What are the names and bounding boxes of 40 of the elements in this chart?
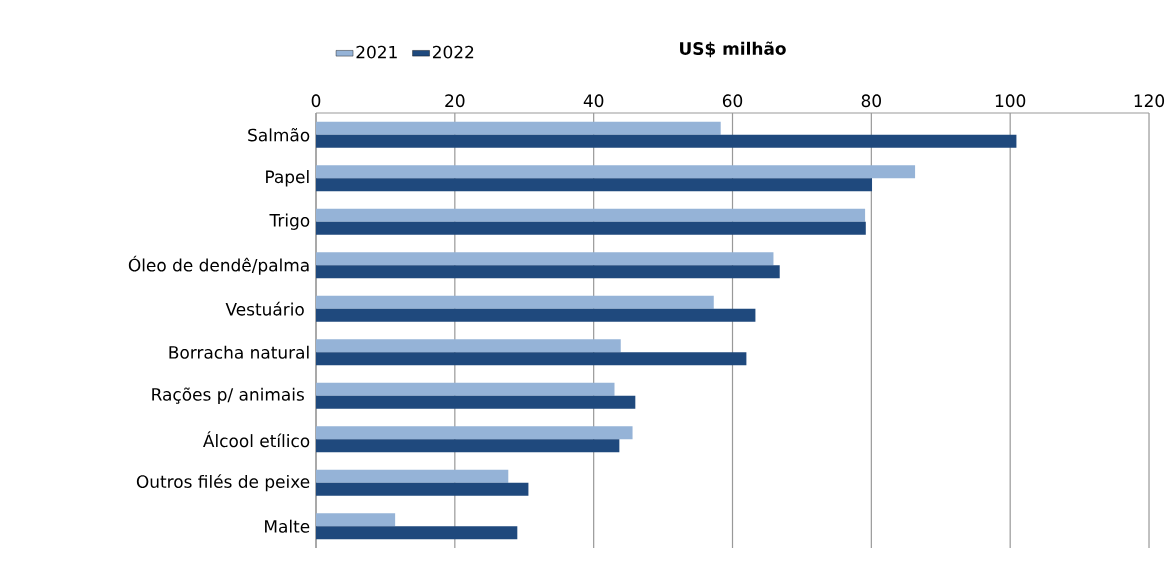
bar bbox=[316, 221, 866, 235]
y-tick-label: Borracha natural bbox=[169, 345, 309, 359]
y-tick-label: Óleo de dendê/palma bbox=[128, 255, 309, 275]
bar bbox=[316, 395, 636, 409]
bar bbox=[316, 426, 633, 440]
bar bbox=[316, 352, 747, 366]
bar bbox=[316, 469, 509, 483]
x-tick-label: 20 bbox=[445, 94, 465, 108]
y-tick-label: Álcool etílico bbox=[203, 431, 310, 448]
x-tick-label: 120 bbox=[1134, 94, 1165, 108]
bar bbox=[316, 295, 714, 309]
bar bbox=[316, 252, 774, 266]
y-tick-label: Outros filés de peixe bbox=[136, 474, 310, 492]
bar bbox=[316, 265, 780, 279]
x-tick-label: 100 bbox=[995, 94, 1026, 108]
y-tick-label: Papel bbox=[266, 170, 309, 187]
bar bbox=[316, 178, 873, 192]
y-tick-label: Rações p/ animais bbox=[152, 387, 304, 405]
bar bbox=[316, 308, 756, 322]
bar bbox=[316, 513, 396, 527]
x-tick-label: 40 bbox=[583, 94, 604, 108]
legend-label: 2022 bbox=[432, 45, 474, 59]
y-tick-label: Salmão bbox=[248, 128, 310, 142]
bar bbox=[316, 165, 916, 179]
x-axis-title: US$ milhão bbox=[680, 41, 786, 58]
bar bbox=[316, 134, 1017, 148]
y-tick-label: Malte bbox=[265, 519, 310, 533]
bar bbox=[316, 526, 518, 540]
x-tick-label: 0 bbox=[311, 94, 321, 108]
bar bbox=[316, 439, 620, 453]
y-tick-label: Trigo bbox=[269, 213, 310, 230]
bar bbox=[316, 121, 721, 135]
y-tick-label: Vestuário bbox=[225, 301, 304, 316]
x-tick-label: 80 bbox=[861, 94, 881, 108]
legend-label: 2021 bbox=[356, 45, 397, 59]
bar bbox=[316, 382, 615, 396]
bar bbox=[316, 339, 621, 353]
x-tick-label: 60 bbox=[722, 94, 743, 108]
bar bbox=[316, 482, 529, 496]
bar bbox=[316, 208, 866, 222]
